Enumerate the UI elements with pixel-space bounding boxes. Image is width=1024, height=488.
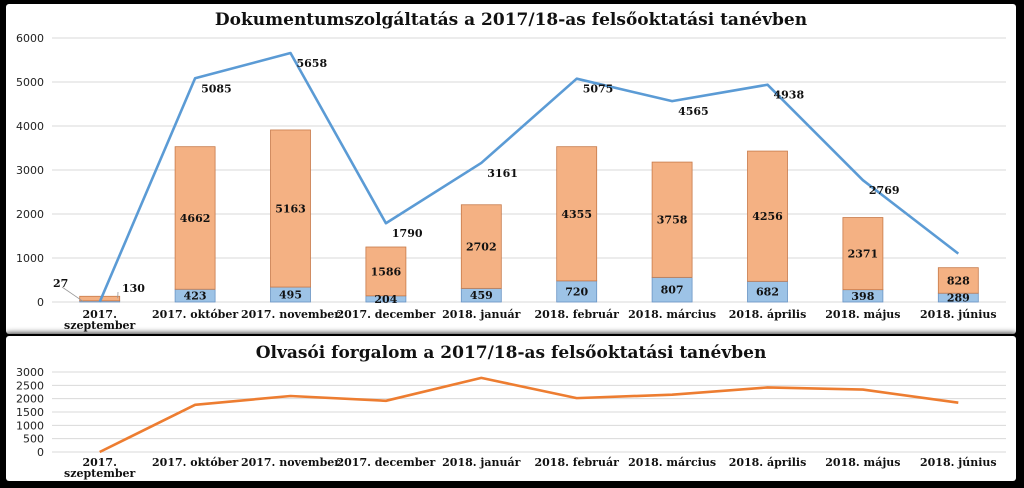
x-tick-label: 2018. január [442,308,521,321]
document-service-chart: Dokumentumszolgáltatás a 2017/18-as fels… [16,10,1006,332]
x-tick-label: szeptember [64,467,136,480]
x-tick-label: 2018. március [628,456,716,469]
x-tick-label: szeptember [64,319,136,332]
x-tick-label: 2018. február [534,308,619,321]
data-label: 130 [122,282,145,295]
x-tick-label: 2017. [82,308,116,321]
x-tick-label: 2017. december [337,456,436,469]
data-label: 204 [374,293,397,306]
data-label: 4662 [180,212,211,225]
x-tick-label: 2018. április [729,456,807,469]
data-label: 807 [661,284,684,297]
x-tick-label: 2018. június [920,308,997,321]
line-data-label: 4565 [678,105,709,118]
data-label: 5163 [275,203,306,216]
data-label: 495 [279,289,302,302]
x-tick-label: 2018. február [534,456,619,469]
data-label: 720 [565,285,588,298]
y-tick-label: 6000 [16,32,44,45]
x-tick-label: 2018. április [729,308,807,321]
reader-traffic-chart: Olvasói forgalom a 2017/18-as felsőoktat… [16,343,1006,480]
data-label: 423 [184,290,207,303]
x-tick-label: 2018. március [628,308,716,321]
data-label: 398 [851,290,874,303]
data-label: 828 [947,274,970,287]
chart-panel-bottom: Olvasói forgalom a 2017/18-as felsőoktat… [6,336,1016,481]
bar-segment-top [556,146,598,282]
bar-segment-top [651,161,693,278]
chart-title: Dokumentumszolgáltatás a 2017/18-as fels… [215,10,807,30]
y-tick-label: 2500 [16,379,44,392]
bar-segment-top [365,246,407,297]
x-tick-label: 2018. május [825,456,900,469]
data-label: 4355 [561,208,592,221]
y-tick-label: 5000 [16,76,44,89]
bar-segment-top [270,129,311,288]
y-tick-label: 0 [37,446,44,459]
x-tick-label: 2017. november [241,308,340,321]
data-label: 289 [947,292,970,305]
bar-segment-top [174,146,216,290]
chart-title: Olvasói forgalom a 2017/18-as felsőoktat… [256,343,767,363]
series-line [98,51,960,303]
x-tick-label: 2018. május [825,308,900,321]
label-leader-line [61,286,84,303]
bar-segment-top [842,217,884,291]
y-tick-label: 500 [23,433,44,446]
data-label: 2371 [848,248,879,261]
data-label: 4256 [752,210,783,223]
y-tick-label: 2000 [16,393,44,406]
y-tick-label: 3000 [16,164,44,177]
x-tick-label: 2017. december [337,308,436,321]
data-label: 682 [756,286,779,299]
y-tick-label: 0 [37,296,44,309]
chart-panel-top: Dokumentumszolgáltatás a 2017/18-as fels… [6,4,1016,334]
line-data-label: 3161 [487,167,518,180]
line-data-label: 5658 [297,57,328,70]
data-label: 459 [470,289,493,302]
line-data-label: 5085 [201,82,232,95]
y-tick-label: 3000 [16,366,44,379]
x-tick-label: 2018. június [920,456,997,469]
line-data-label: 5075 [583,83,614,96]
line-data-label: 4938 [774,89,805,102]
y-tick-label: 1000 [16,252,44,265]
data-label: 2702 [466,241,497,254]
x-tick-label: 2018. január [442,456,521,469]
bar-segment-top [460,204,502,289]
x-tick-label: 2017. [82,456,116,469]
y-tick-label: 1500 [16,406,44,419]
line-data-label: 1790 [392,227,423,240]
data-label: 27 [53,277,68,290]
x-tick-label: 2017. november [241,456,340,469]
y-tick-label: 4000 [16,120,44,133]
line-data-label: 2769 [869,184,900,197]
data-label: 1586 [371,265,402,278]
x-tick-label: 2017. október [152,308,238,321]
data-label: 3758 [657,214,688,227]
x-tick-label: 2017. október [152,456,238,469]
bar-segment-top [747,150,788,282]
bar-segment-top [937,267,979,294]
y-tick-label: 1000 [16,419,44,432]
y-tick-label: 2000 [16,208,44,221]
series-line [99,376,959,454]
